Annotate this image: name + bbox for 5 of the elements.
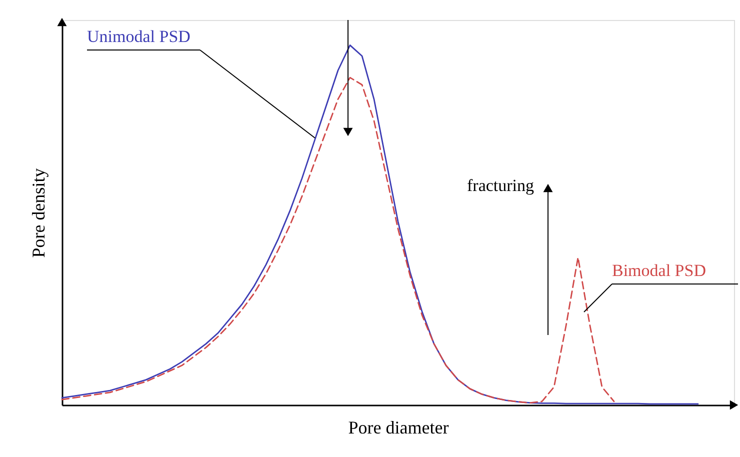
annotation: fracturing	[467, 176, 535, 195]
text: Unimodal PSD	[87, 27, 190, 46]
series-label: Bimodal PSD	[612, 261, 706, 280]
y-axis-title: Pore density	[28, 168, 48, 258]
x-axis-title: Pore diameter	[348, 418, 449, 438]
